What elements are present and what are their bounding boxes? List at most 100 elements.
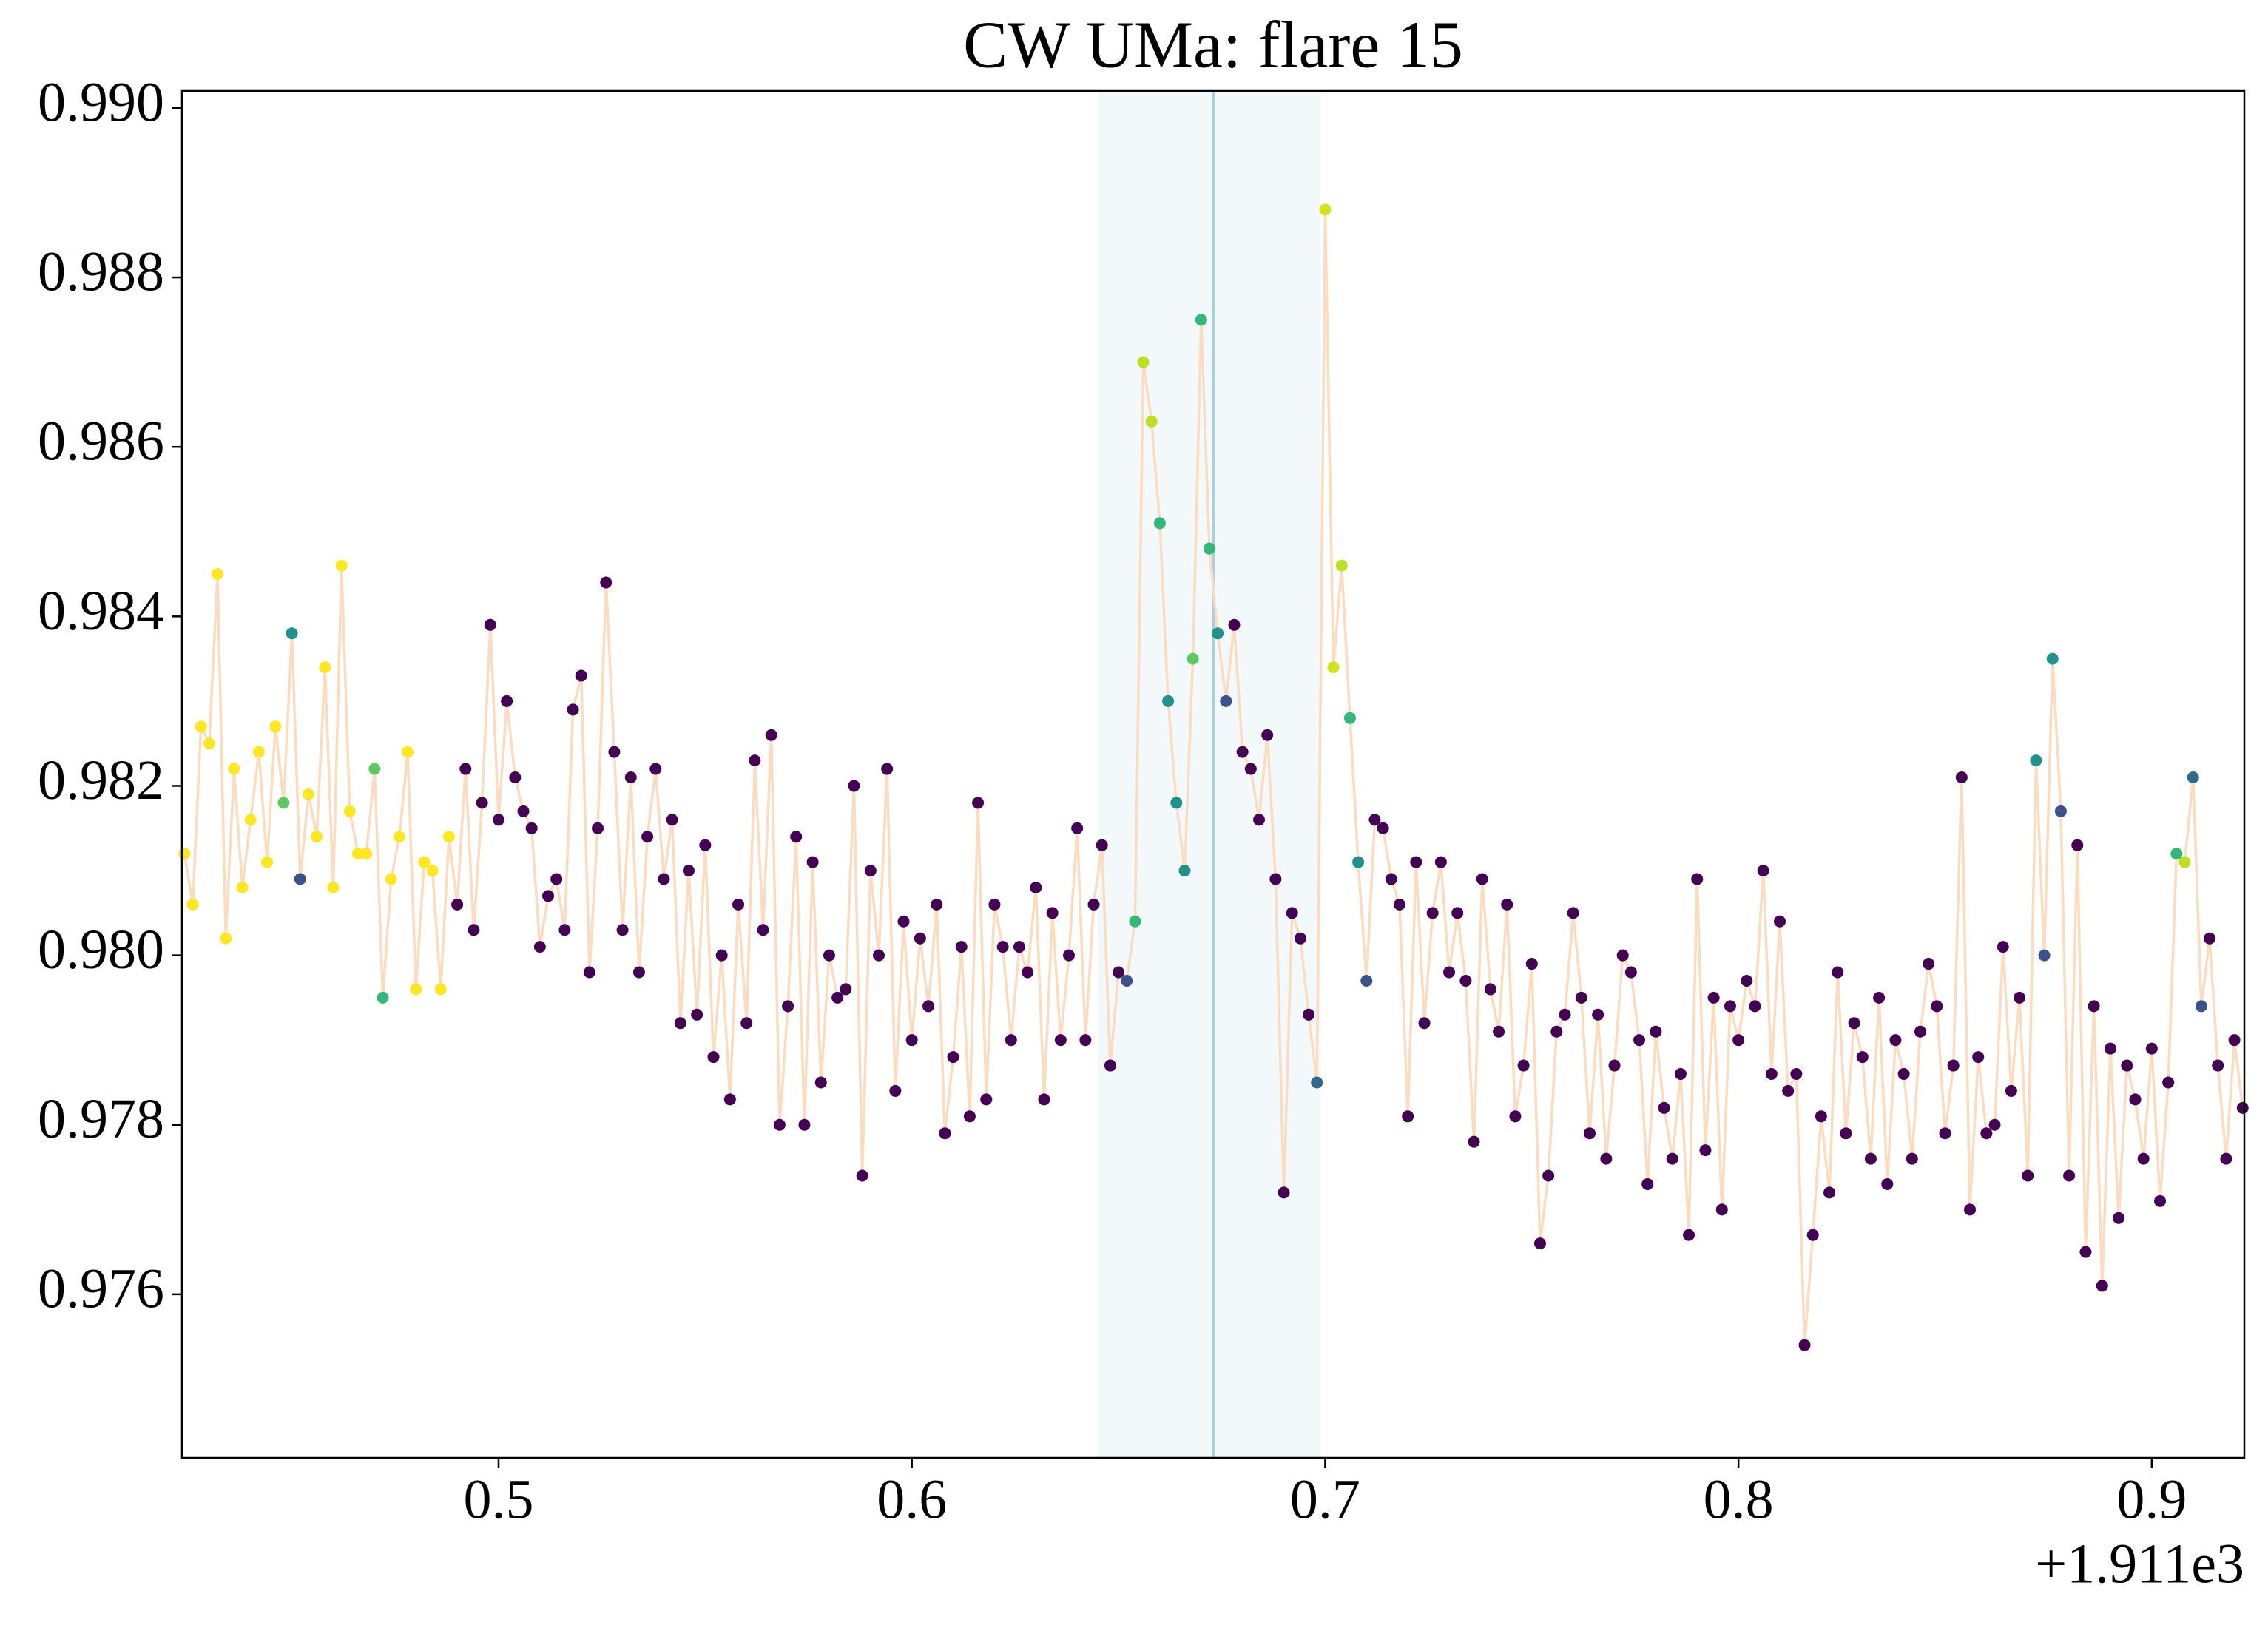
data-point (2137, 1152, 2150, 1165)
data-point (963, 1110, 976, 1123)
data-point (1294, 932, 1306, 945)
data-point (1377, 822, 1389, 834)
data-point (1741, 974, 1753, 987)
data-point (2071, 839, 2084, 851)
data-point (658, 873, 670, 885)
data-point (897, 915, 910, 928)
data-point (492, 814, 504, 826)
data-point (525, 822, 538, 834)
data-point (616, 924, 629, 936)
x-tick-label: 0.6 (877, 1468, 947, 1530)
data-point (1972, 1051, 1985, 1064)
data-point (872, 949, 885, 962)
data-point (806, 856, 819, 868)
data-point (1022, 966, 1034, 979)
data-point (1923, 958, 1935, 970)
data-point (1501, 898, 1513, 911)
data-point (1914, 1025, 1926, 1038)
data-point (782, 1000, 794, 1013)
data-point (1170, 797, 1183, 809)
data-point (377, 991, 389, 1004)
data-point (335, 559, 348, 572)
data-point (1335, 559, 1348, 572)
data-point (1434, 856, 1447, 868)
data-point (814, 1076, 827, 1089)
data-point (1724, 1000, 1736, 1013)
data-point (674, 1017, 686, 1030)
data-point (327, 881, 340, 893)
data-point (823, 949, 835, 962)
data-point (402, 746, 414, 758)
data-point (1343, 712, 1356, 724)
chart-title: CW UMa: flare 15 (963, 9, 1463, 82)
data-point (1749, 1000, 1761, 1013)
data-point (1931, 1000, 1943, 1013)
data-point (848, 780, 860, 792)
data-point (1393, 898, 1405, 911)
data-point (1269, 873, 1282, 885)
data-point (1261, 729, 1274, 741)
data-point (856, 1169, 868, 1182)
light-curve-line (183, 208, 2244, 1347)
data-point (244, 814, 257, 826)
data-point (1137, 356, 1150, 368)
data-point (1757, 865, 1769, 877)
data-point (1244, 763, 1257, 775)
y-tick-label: 0.978 (38, 1088, 164, 1150)
data-point (442, 831, 455, 843)
data-point (418, 856, 431, 868)
data-point (1782, 1084, 1795, 1097)
data-point (1939, 1127, 1951, 1140)
data-point (988, 898, 1001, 911)
data-point (1980, 1127, 1993, 1140)
data-point (1426, 907, 1439, 919)
data-point (2154, 1195, 2167, 1207)
data-point (1368, 814, 1381, 826)
data-point (294, 873, 306, 885)
data-point (2079, 1246, 2092, 1258)
data-point (1897, 1068, 1910, 1081)
data-point (426, 865, 439, 877)
data-point (434, 983, 447, 996)
data-point (1832, 966, 1844, 979)
data-point (1352, 856, 1365, 868)
data-point (1319, 203, 1332, 216)
data-point (2005, 1084, 2017, 1097)
data-point (1385, 873, 1397, 885)
data-point (1873, 991, 1886, 1004)
data-point (1633, 1034, 1646, 1047)
data-point (1848, 1017, 1860, 1030)
data-point (1005, 1034, 1017, 1047)
data-point (1030, 881, 1042, 893)
data-point (1997, 941, 2009, 953)
data-point (1575, 991, 1587, 1004)
data-point (649, 763, 662, 775)
data-point (1410, 856, 1422, 868)
data-point (1360, 974, 1373, 987)
data-point (195, 720, 207, 733)
data-point (691, 1008, 703, 1021)
data-point (1236, 746, 1249, 758)
data-point (1856, 1051, 1869, 1064)
x-tick-label: 0.5 (463, 1468, 533, 1530)
data-point (2104, 1042, 2116, 1055)
data-point (517, 805, 530, 817)
data-point (1113, 966, 1125, 979)
data-point (980, 1093, 993, 1106)
data-point (1253, 814, 1266, 826)
data-point (922, 1000, 935, 1013)
data-point (1715, 1203, 1728, 1216)
data-point (931, 898, 943, 911)
data-point (1624, 966, 1637, 979)
data-point (1038, 1093, 1050, 1106)
y-tick-label: 0.976 (38, 1257, 164, 1320)
data-point (1509, 1110, 1522, 1123)
data-point (1327, 661, 1340, 674)
data-point (228, 763, 240, 775)
data-point (1476, 873, 1488, 885)
data-point (1145, 415, 1158, 428)
data-point (2220, 1152, 2232, 1165)
data-point (2022, 1169, 2034, 1182)
